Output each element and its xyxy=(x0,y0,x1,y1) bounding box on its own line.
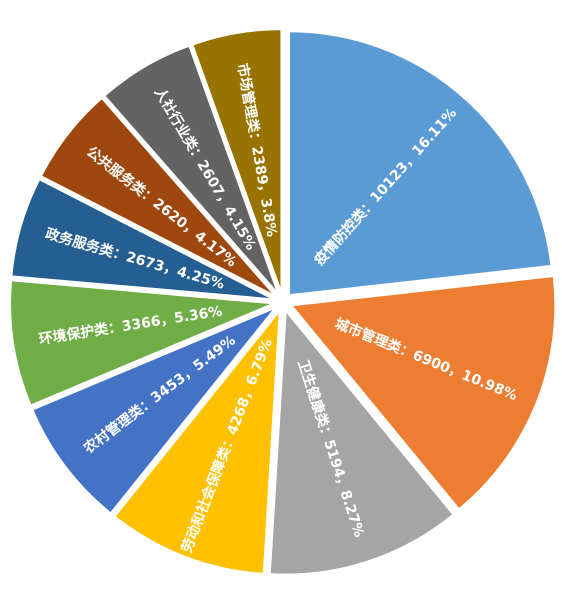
pie-slice xyxy=(10,177,275,301)
pie-slice xyxy=(31,306,277,515)
pie-slice xyxy=(9,279,275,407)
pie-slice xyxy=(289,274,557,511)
pie-slice xyxy=(191,28,283,294)
pie-slice xyxy=(268,307,455,576)
pie-slice xyxy=(287,30,553,297)
pie-slice xyxy=(102,44,280,295)
pie-slice xyxy=(113,307,281,575)
pie-slice xyxy=(39,96,277,298)
